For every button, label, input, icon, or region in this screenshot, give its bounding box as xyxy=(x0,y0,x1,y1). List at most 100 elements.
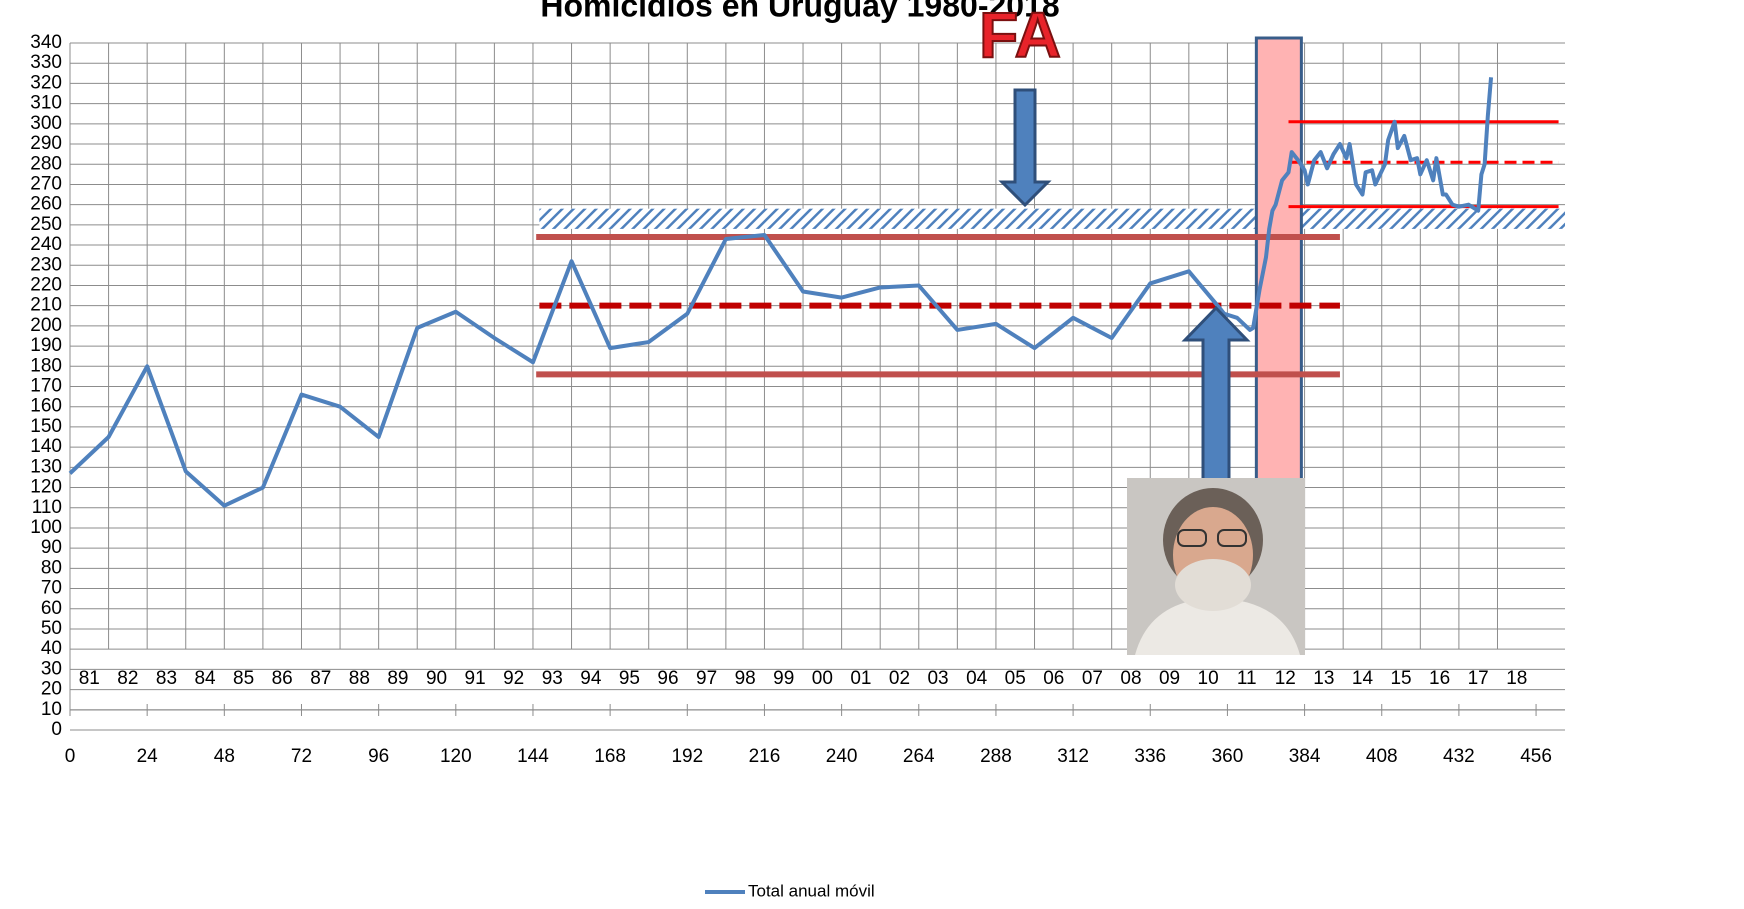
y-tick-label: 250 xyxy=(30,214,62,235)
year-label: 07 xyxy=(1082,668,1103,689)
x-tick-label: 288 xyxy=(980,746,1012,767)
year-label: 89 xyxy=(387,668,408,689)
year-label: 99 xyxy=(773,668,794,689)
y-tick-label: 240 xyxy=(30,234,62,255)
x-tick-label: 168 xyxy=(594,746,626,767)
y-tick-label: 200 xyxy=(30,315,62,336)
year-label: 86 xyxy=(272,668,293,689)
y-tick-label: 310 xyxy=(30,93,62,114)
annotation: FA xyxy=(979,0,1061,71)
year-label: 06 xyxy=(1043,668,1064,689)
y-tick-label: 300 xyxy=(30,113,62,134)
x-tick-label: 120 xyxy=(440,746,472,767)
annotations xyxy=(536,36,1565,510)
x-tick-label: 312 xyxy=(1057,746,1089,767)
y-tick-label: 290 xyxy=(30,133,62,154)
y-tick-label: 320 xyxy=(30,72,62,93)
y-tick-label: 0 xyxy=(51,719,62,740)
year-label: 18 xyxy=(1506,668,1527,689)
year-label: 11 xyxy=(1237,668,1257,689)
year-label: 05 xyxy=(1005,668,1026,689)
year-label: 15 xyxy=(1390,668,1411,689)
x-tick-label: 264 xyxy=(903,746,935,767)
y-tick-label: 330 xyxy=(30,52,62,73)
year-label: 81 xyxy=(79,668,100,689)
year-label: 91 xyxy=(465,668,486,689)
y-tick-label: 180 xyxy=(30,355,62,376)
y-tick-label: 110 xyxy=(32,497,62,518)
year-label: 00 xyxy=(812,668,833,689)
x-tick-label: 216 xyxy=(749,746,781,767)
x-tick-label: 48 xyxy=(214,746,235,767)
y-tick-label: 220 xyxy=(30,274,62,295)
x-tick-label: 408 xyxy=(1366,746,1398,767)
y-tick-label: 130 xyxy=(30,456,62,477)
year-label: 10 xyxy=(1198,668,1219,689)
photo-shirt xyxy=(1135,598,1300,655)
x-tick-label: 192 xyxy=(671,746,703,767)
year-label: 03 xyxy=(927,668,948,689)
year-label: 94 xyxy=(580,668,602,689)
y-tick-label: 150 xyxy=(30,416,62,437)
y-tick-label: 230 xyxy=(30,254,62,275)
year-label: 13 xyxy=(1313,668,1334,689)
year-label: 04 xyxy=(966,668,988,689)
year-label: 12 xyxy=(1275,668,1296,689)
x-tick-label: 72 xyxy=(291,746,312,767)
y-tick-label: 260 xyxy=(30,194,62,215)
x-tick-label: 96 xyxy=(368,746,389,767)
year-label: 08 xyxy=(1120,668,1141,689)
hatch-band xyxy=(539,208,1565,229)
plot xyxy=(68,77,1494,508)
y-tick-label: 270 xyxy=(30,173,62,194)
x-tick-label: 24 xyxy=(137,746,159,767)
y-tick-label: 20 xyxy=(41,679,62,700)
year-label: 98 xyxy=(735,668,756,689)
year-label: 17 xyxy=(1468,668,1489,689)
legend-label: Total anual móvil xyxy=(748,881,875,900)
year-label: 14 xyxy=(1352,668,1374,689)
x-tick-label: 0 xyxy=(65,746,76,767)
y-tick-label: 70 xyxy=(41,578,62,599)
series-line xyxy=(68,77,1494,508)
x-tick-label: 240 xyxy=(826,746,858,767)
year-label: 01 xyxy=(850,668,871,689)
photo-glasses-r xyxy=(1217,529,1247,547)
photo-glasses-l xyxy=(1177,529,1207,547)
y-tick-label: 60 xyxy=(41,598,62,619)
y-tick-label: 80 xyxy=(41,557,62,578)
x-tick-label: 360 xyxy=(1212,746,1244,767)
y-tick-label: 100 xyxy=(30,517,62,538)
year-label: 87 xyxy=(310,668,331,689)
y-tick-label: 170 xyxy=(30,376,62,397)
x-tick-label: 336 xyxy=(1134,746,1166,767)
photo-beard xyxy=(1175,559,1251,611)
y-tick-label: 40 xyxy=(41,638,62,659)
y-tick-label: 90 xyxy=(41,537,62,558)
x-tick-label: 144 xyxy=(517,746,549,767)
photo xyxy=(1127,478,1305,655)
grid: 0102030405060708090100110120130140150160… xyxy=(30,32,1565,767)
year-label: 16 xyxy=(1429,668,1450,689)
year-label: 95 xyxy=(619,668,640,689)
arrow xyxy=(1181,305,1251,482)
year-label: 09 xyxy=(1159,668,1180,689)
year-label: 96 xyxy=(657,668,678,689)
year-label: 92 xyxy=(503,668,524,689)
arrow xyxy=(998,88,1052,208)
year-label: 93 xyxy=(542,668,563,689)
x-tick-label: 384 xyxy=(1289,746,1321,767)
y-tick-label: 120 xyxy=(30,477,62,498)
y-tick-label: 340 xyxy=(30,32,62,53)
x-tick-label: 432 xyxy=(1443,746,1475,767)
year-label: 85 xyxy=(233,668,254,689)
y-tick-label: 140 xyxy=(30,436,62,457)
y-tick-label: 10 xyxy=(41,699,62,720)
y-tick-label: 30 xyxy=(41,658,62,679)
year-label: 90 xyxy=(426,668,447,689)
year-label: 84 xyxy=(194,668,216,689)
y-tick-label: 210 xyxy=(30,295,62,316)
year-label: 88 xyxy=(349,668,370,689)
year-label: 02 xyxy=(889,668,910,689)
